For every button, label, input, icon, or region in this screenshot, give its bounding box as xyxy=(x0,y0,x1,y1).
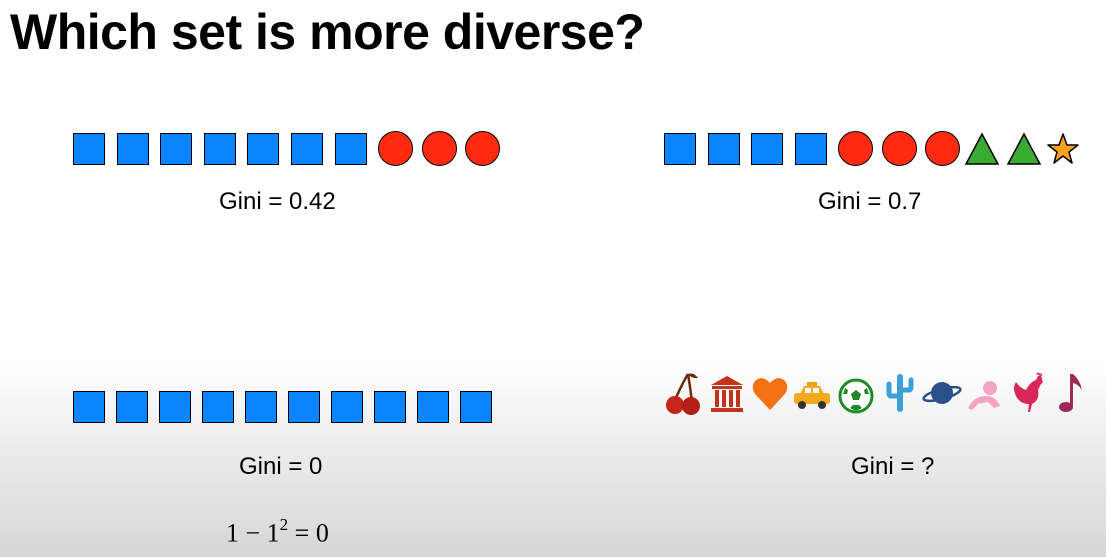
blue-square xyxy=(334,132,367,165)
blue-square xyxy=(331,391,363,423)
blue-square xyxy=(417,391,449,423)
blue-square xyxy=(751,132,784,165)
formula-base: 1 − 1 xyxy=(226,518,280,548)
red-circle xyxy=(465,131,501,166)
blue-square xyxy=(288,391,320,423)
set-top-left-shapes xyxy=(73,131,501,166)
heart-icon xyxy=(752,378,788,410)
set-bottom-left-shapes xyxy=(73,391,492,423)
cactus-icon xyxy=(886,374,914,412)
blue-square xyxy=(116,132,149,165)
blue-square xyxy=(73,132,105,165)
set-top-right-shapes xyxy=(664,131,1080,166)
blue-square xyxy=(290,132,323,165)
blue-square xyxy=(203,132,236,165)
bank-icon xyxy=(711,376,743,412)
cherries-icon xyxy=(666,373,700,415)
red-circle xyxy=(838,131,874,166)
formula-result: = 0 xyxy=(288,518,329,548)
blue-square xyxy=(202,391,234,423)
rooster-icon xyxy=(1014,372,1043,412)
blue-square xyxy=(247,132,280,165)
blue-square xyxy=(73,391,105,423)
blue-square xyxy=(707,132,740,165)
formula-exponent: 2 xyxy=(279,515,289,534)
orange-star xyxy=(1047,132,1080,164)
gini-label-top-right: Gini = 0.7 xyxy=(818,188,922,215)
red-circle xyxy=(421,131,457,166)
blue-square xyxy=(664,132,696,165)
music-note-icon xyxy=(1059,374,1082,412)
red-circle xyxy=(881,131,917,166)
green-triangle xyxy=(1007,131,1042,165)
blue-square xyxy=(374,391,406,423)
baby-icon xyxy=(968,381,1000,410)
blue-square xyxy=(794,132,827,165)
red-circle xyxy=(925,131,961,166)
set-bottom-right-icons xyxy=(664,370,1094,416)
blue-square xyxy=(245,391,277,423)
gini-label-bottom-left: Gini = 0 xyxy=(239,453,323,480)
taxi-icon xyxy=(794,382,830,409)
gini-label-bottom-right: Gini = ? xyxy=(851,453,935,480)
blue-square xyxy=(159,391,191,423)
slide-title: Which set is more diverse? xyxy=(10,4,645,60)
red-circle xyxy=(378,131,414,166)
blue-square xyxy=(160,132,193,165)
gini-formula: 1 − 12 = 0 xyxy=(226,515,329,549)
gini-label-top-left: Gini = 0.42 xyxy=(219,188,336,215)
blue-square xyxy=(460,391,492,423)
planet-icon xyxy=(922,382,962,404)
green-triangle xyxy=(965,131,1000,165)
soccer-ball-icon xyxy=(838,378,874,414)
blue-square xyxy=(116,391,148,423)
